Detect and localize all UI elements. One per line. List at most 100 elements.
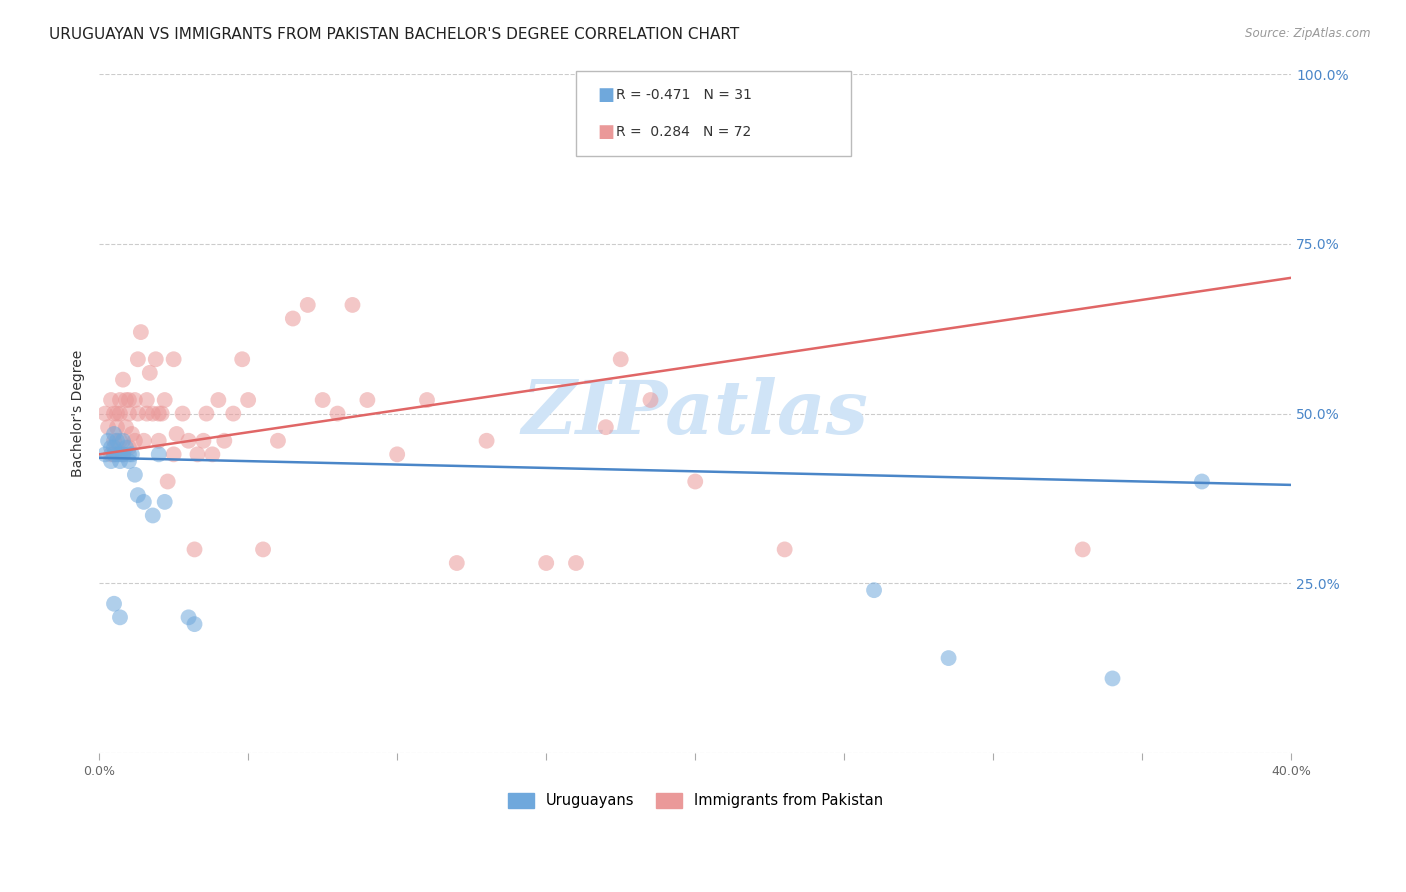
Point bbox=[153, 495, 176, 509]
Point bbox=[236, 392, 259, 407]
Point bbox=[214, 434, 236, 448]
Point bbox=[683, 475, 706, 489]
Point bbox=[105, 420, 128, 434]
Point bbox=[773, 542, 796, 557]
Point bbox=[595, 420, 617, 434]
Point bbox=[1071, 542, 1094, 557]
Point bbox=[183, 617, 205, 632]
Point bbox=[142, 508, 165, 523]
Point bbox=[207, 392, 229, 407]
Point bbox=[297, 298, 319, 312]
Point bbox=[385, 447, 408, 461]
Point bbox=[938, 651, 960, 665]
Point bbox=[201, 447, 224, 461]
Point bbox=[100, 454, 122, 468]
Point bbox=[281, 311, 304, 326]
Point bbox=[115, 420, 138, 434]
Point bbox=[148, 447, 170, 461]
Point bbox=[148, 434, 170, 448]
Point bbox=[111, 373, 134, 387]
Point bbox=[105, 447, 128, 461]
Point bbox=[103, 441, 125, 455]
Point bbox=[534, 556, 557, 570]
Point bbox=[186, 447, 208, 461]
Point bbox=[139, 366, 162, 380]
Point bbox=[124, 434, 146, 448]
Point bbox=[108, 447, 131, 461]
Point bbox=[118, 392, 141, 407]
Point bbox=[111, 434, 134, 448]
Point bbox=[115, 392, 138, 407]
Point bbox=[252, 542, 274, 557]
Text: R = -0.471   N = 31: R = -0.471 N = 31 bbox=[616, 88, 752, 103]
Point bbox=[172, 407, 194, 421]
Point bbox=[111, 447, 134, 461]
Point bbox=[108, 610, 131, 624]
Point bbox=[121, 427, 143, 442]
Point bbox=[326, 407, 349, 421]
Point bbox=[150, 407, 173, 421]
Point bbox=[267, 434, 290, 448]
Point bbox=[640, 392, 662, 407]
Point bbox=[100, 441, 122, 455]
Point bbox=[108, 434, 131, 448]
Point bbox=[142, 407, 165, 421]
Text: ■: ■ bbox=[598, 123, 614, 141]
Point bbox=[94, 407, 117, 421]
Point bbox=[103, 597, 125, 611]
Point bbox=[132, 434, 155, 448]
Point bbox=[100, 447, 122, 461]
Text: ■: ■ bbox=[598, 87, 614, 104]
Point bbox=[1191, 475, 1213, 489]
Point bbox=[231, 352, 253, 367]
Point bbox=[103, 447, 125, 461]
Point bbox=[103, 407, 125, 421]
Point bbox=[124, 467, 146, 482]
Point bbox=[609, 352, 631, 367]
Point bbox=[118, 454, 141, 468]
Point bbox=[148, 407, 170, 421]
Point bbox=[103, 447, 125, 461]
Point bbox=[222, 407, 245, 421]
Point bbox=[183, 542, 205, 557]
Point bbox=[135, 407, 157, 421]
Point bbox=[475, 434, 498, 448]
Point bbox=[108, 407, 131, 421]
Y-axis label: Bachelor's Degree: Bachelor's Degree bbox=[72, 350, 86, 477]
Point bbox=[111, 447, 134, 461]
Point bbox=[105, 434, 128, 448]
Point bbox=[127, 352, 149, 367]
Point bbox=[118, 407, 141, 421]
Point bbox=[145, 352, 167, 367]
Point bbox=[118, 441, 141, 455]
Point bbox=[97, 420, 120, 434]
Legend: Uruguayans, Immigrants from Pakistan: Uruguayans, Immigrants from Pakistan bbox=[502, 787, 889, 814]
Point bbox=[105, 407, 128, 421]
Point bbox=[121, 447, 143, 461]
Text: ZIPatlas: ZIPatlas bbox=[522, 377, 869, 450]
Point bbox=[129, 325, 152, 339]
Point bbox=[863, 583, 886, 598]
Point bbox=[342, 298, 364, 312]
Point bbox=[132, 495, 155, 509]
Point bbox=[115, 441, 138, 455]
Point bbox=[1101, 672, 1123, 686]
Point bbox=[166, 427, 188, 442]
Point bbox=[97, 434, 120, 448]
Text: R =  0.284   N = 72: R = 0.284 N = 72 bbox=[616, 125, 751, 139]
Point bbox=[103, 427, 125, 442]
Point bbox=[565, 556, 588, 570]
Text: Source: ZipAtlas.com: Source: ZipAtlas.com bbox=[1246, 27, 1371, 40]
Point bbox=[356, 392, 378, 407]
Point bbox=[108, 454, 131, 468]
Point bbox=[135, 392, 157, 407]
Point bbox=[94, 447, 117, 461]
Point bbox=[156, 475, 179, 489]
Point bbox=[108, 392, 131, 407]
Point bbox=[124, 392, 146, 407]
Point bbox=[100, 392, 122, 407]
Point bbox=[311, 392, 333, 407]
Point bbox=[163, 352, 186, 367]
Point bbox=[118, 447, 141, 461]
Point bbox=[195, 407, 218, 421]
